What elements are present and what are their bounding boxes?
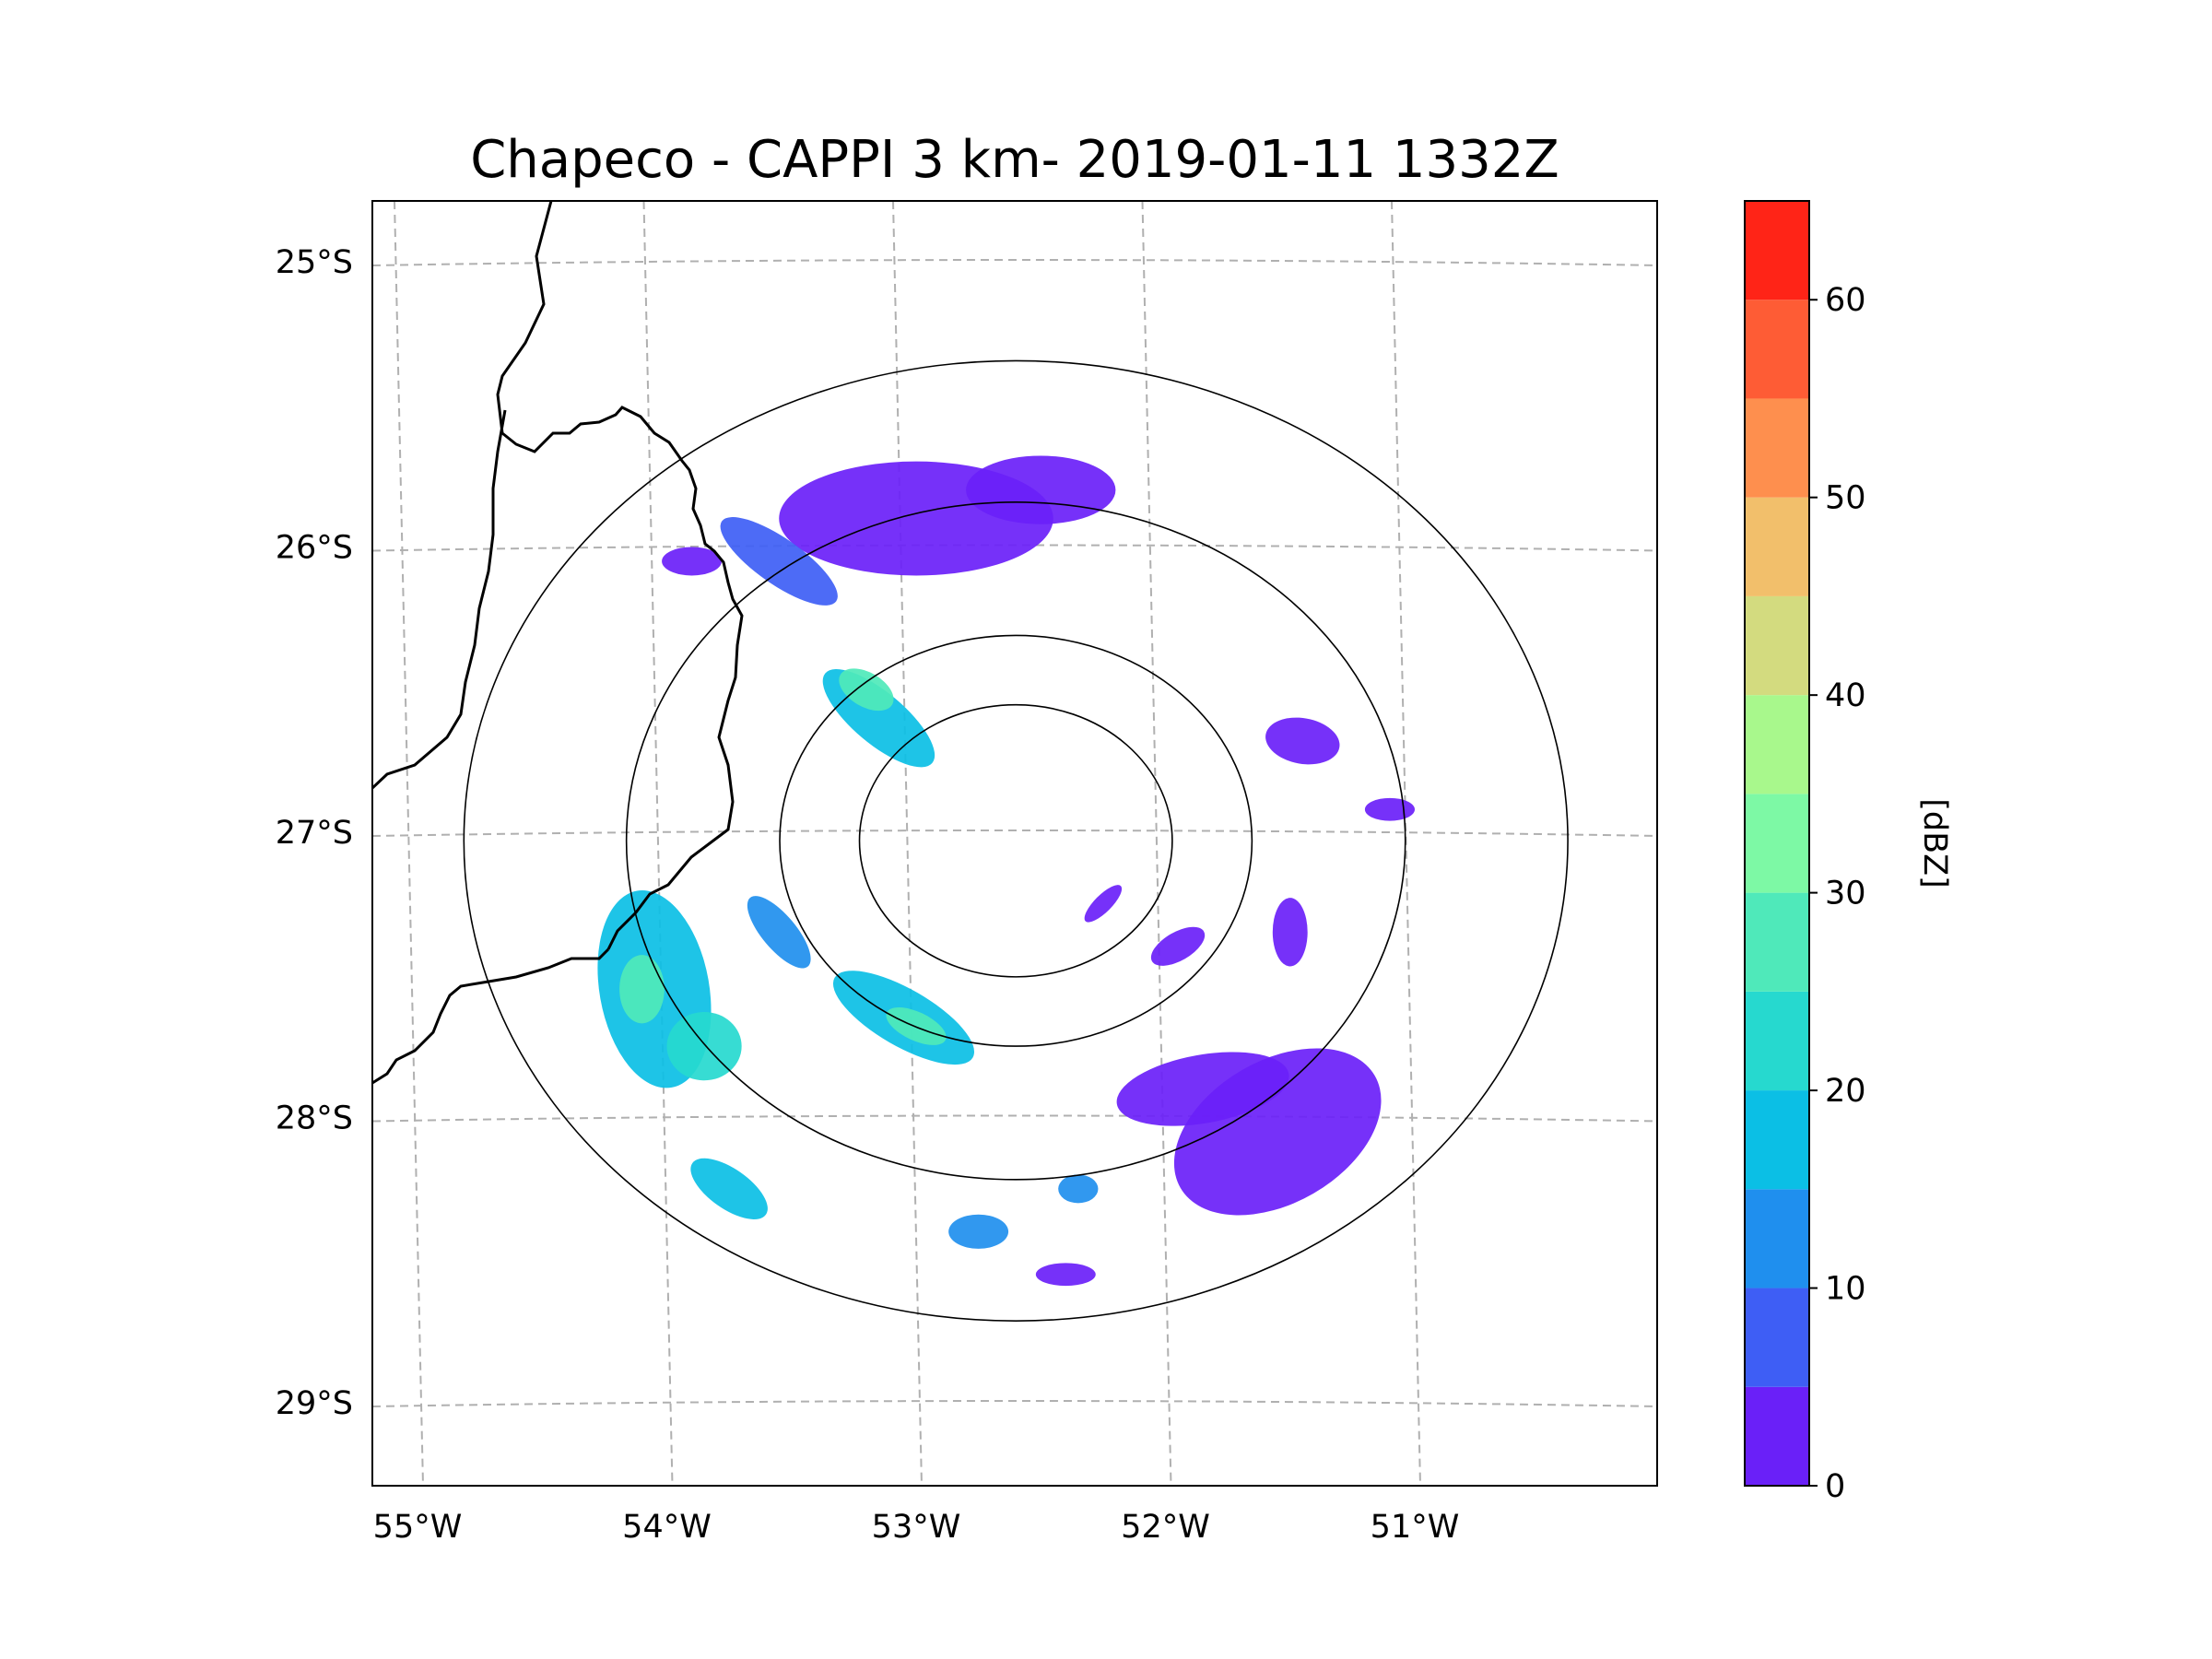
echo-south-east-band xyxy=(1116,1052,1289,1126)
map-axes xyxy=(371,200,1658,1487)
colorbar-segment xyxy=(1745,497,1809,596)
range-rings xyxy=(463,359,1569,1322)
colorbar-segment xyxy=(1745,201,1809,300)
lon-tick-label: 51°W xyxy=(1371,1509,1460,1546)
meridian-line xyxy=(394,201,424,1486)
colorbar-segment xyxy=(1745,892,1809,992)
range-ring xyxy=(463,359,1569,1322)
colorbar-tick-label: 50 xyxy=(1825,480,1866,517)
lat-tick-label: 27°S xyxy=(276,815,353,852)
echo-west-band-hot xyxy=(619,955,665,1024)
colorbar-segment xyxy=(1745,1288,1809,1387)
colorbar-ticks: 0 10 20 30 40 50 60 xyxy=(1809,282,1866,1505)
colorbar-segment xyxy=(1745,695,1809,794)
parallel-line xyxy=(372,1400,1657,1407)
latitude-tick-labels: 25°S 26°S 27°S 28°S 29°S xyxy=(276,244,353,1422)
echo-south-west-cell xyxy=(690,1158,768,1219)
colorbar-segment xyxy=(1745,991,1809,1091)
colorbar-segment xyxy=(1745,398,1809,498)
colorbar-label: [dBZ] xyxy=(1916,798,1953,888)
colorbar-segment xyxy=(1745,794,1809,893)
longitude-tick-labels: 55°W 54°W 53°W 52°W 51°W xyxy=(373,1509,1460,1546)
echo-east-right-cell xyxy=(1364,797,1415,821)
range-ring xyxy=(858,703,1173,978)
axes-frame xyxy=(371,200,1658,1487)
lon-tick-label: 52°W xyxy=(1121,1509,1210,1546)
echo-south-cell-a xyxy=(1058,1174,1099,1204)
border-line-argentina-brazil-south xyxy=(372,947,610,1085)
echo-east-far-cell xyxy=(1272,898,1308,967)
lat-tick-label: 26°S xyxy=(276,530,353,567)
lat-tick-label: 25°S xyxy=(276,244,353,281)
lon-tick-label: 54°W xyxy=(622,1509,712,1546)
echo-east-middle-cell xyxy=(1150,926,1206,966)
lon-tick-label: 53°W xyxy=(872,1509,961,1546)
colorbar-segment xyxy=(1745,1189,1809,1288)
reflectivity-echoes xyxy=(597,455,1415,1287)
echo-south-cell-c xyxy=(1035,1263,1096,1287)
lon-tick-label: 55°W xyxy=(373,1509,463,1546)
colorbar-frame xyxy=(1744,200,1810,1487)
lat-tick-label: 29°S xyxy=(276,1385,353,1422)
border-line-paraguay-argentina xyxy=(496,201,744,950)
lat-tick-label: 28°S xyxy=(276,1100,353,1137)
colorbar-tick-label: 40 xyxy=(1825,677,1866,714)
range-ring xyxy=(625,500,1406,1181)
meridian-line xyxy=(892,201,923,1486)
echo-east-cell xyxy=(1265,717,1340,765)
colorbar-tick-label: 10 xyxy=(1825,1271,1866,1308)
colorbar-segment xyxy=(1745,1090,1809,1190)
echo-west-lower xyxy=(666,1011,742,1081)
colorbar-segments xyxy=(1745,201,1809,1486)
echo-central-north-core xyxy=(839,668,894,712)
colorbar-tick-label: 0 xyxy=(1825,1468,1845,1505)
meridian-line xyxy=(1141,201,1172,1486)
echo-north-west-small xyxy=(662,547,723,576)
parallel-line xyxy=(372,259,1657,266)
meridian-line xyxy=(642,201,674,1486)
range-ring xyxy=(779,634,1253,1047)
echo-inner-east-arc xyxy=(1084,885,1123,923)
echo-north-west-band xyxy=(720,517,838,606)
colorbar-segment xyxy=(1745,1386,1809,1486)
colorbar-tick-label: 60 xyxy=(1825,282,1866,319)
country-borders xyxy=(372,201,744,1085)
chart-title: Chapeco - CAPPI 3 km- 2019-01-11 1332Z xyxy=(470,130,1559,190)
echo-central-west-band xyxy=(747,896,811,969)
axes-background xyxy=(372,201,1657,1486)
colorbar-tick-label: 20 xyxy=(1825,1073,1866,1110)
parallel-line xyxy=(372,830,1657,837)
colorbar-segment xyxy=(1745,300,1809,399)
colorbar: 0 10 20 30 40 50 60 [dBZ] xyxy=(1744,200,1953,1505)
border-line-argentina-brazil xyxy=(372,409,507,790)
echo-south-cell-b xyxy=(948,1214,1009,1249)
echo-north-east-cluster xyxy=(966,455,1116,524)
colorbar-tick-label: 30 xyxy=(1825,876,1866,912)
colorbar-segment xyxy=(1745,595,1809,696)
